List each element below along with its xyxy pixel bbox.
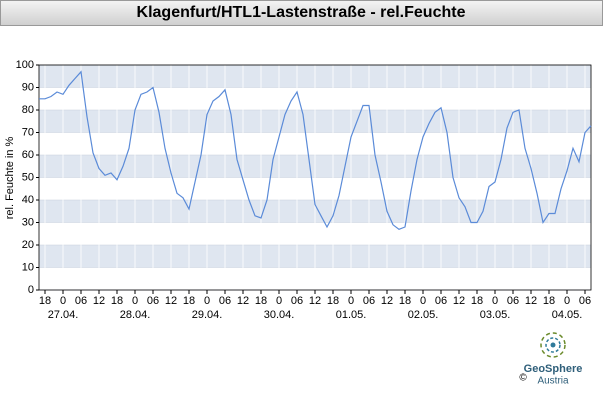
logo-icon <box>540 332 566 358</box>
date-label: 01.05. <box>336 309 367 321</box>
x-tick-label: 06 <box>147 295 159 307</box>
x-tick-label: 18 <box>39 295 51 307</box>
x-tick-label: 0 <box>564 295 570 307</box>
y-tick-label: 70 <box>22 126 34 138</box>
y-tick-label: 50 <box>22 171 34 183</box>
x-tick-label: 0 <box>132 295 138 307</box>
x-tick-label: 0 <box>276 295 282 307</box>
x-tick-label: 06 <box>75 295 87 307</box>
title-bar <box>0 0 603 26</box>
x-tick-label: 18 <box>471 295 483 307</box>
y-tick-label: 60 <box>22 149 34 161</box>
x-tick-label: 12 <box>165 295 177 307</box>
x-tick-label: 12 <box>93 295 105 307</box>
date-label: 29.04. <box>192 309 223 321</box>
x-tick-label: 0 <box>60 295 66 307</box>
x-tick-label: 18 <box>183 295 195 307</box>
x-tick-label: 06 <box>435 295 447 307</box>
y-tick-label: 90 <box>22 81 34 93</box>
x-tick-label: 18 <box>255 295 267 307</box>
y-tick-label: 10 <box>22 261 34 273</box>
x-tick-label: 12 <box>381 295 393 307</box>
x-tick-label: 12 <box>237 295 249 307</box>
y-tick-label: 100 <box>16 59 34 71</box>
x-tick-label: 18 <box>399 295 411 307</box>
date-label: 04.05. <box>552 309 583 321</box>
x-tick-label: 0 <box>420 295 426 307</box>
plot-frame <box>38 64 592 291</box>
x-tick-label: 18 <box>111 295 123 307</box>
x-tick-label: 18 <box>327 295 339 307</box>
date-label: 03.05. <box>480 309 511 321</box>
x-tick-label: 06 <box>507 295 519 307</box>
x-tick-label: 06 <box>291 295 303 307</box>
data-line <box>39 70 592 230</box>
y-tick-label: 30 <box>22 216 34 228</box>
x-tick-label: 0 <box>348 295 354 307</box>
y-tick-label: 40 <box>22 194 34 206</box>
y-axis-label: rel. Feuchte in % <box>4 137 16 220</box>
x-tick-label: 06 <box>579 295 591 307</box>
x-tick-label: 06 <box>363 295 375 307</box>
copyright: © <box>519 373 527 384</box>
x-tick-label: 12 <box>453 295 465 307</box>
x-tick-label: 12 <box>309 295 321 307</box>
logo-name: GeoSphere <box>524 363 583 375</box>
y-tick-label: 80 <box>22 104 34 116</box>
date-label: 02.05. <box>408 309 439 321</box>
x-tick-label: 0 <box>492 295 498 307</box>
y-tick-label: 20 <box>22 239 34 251</box>
x-tick-label: 0 <box>204 295 210 307</box>
chart-title: Klagenfurt/HTL1-Lastenstraße - rel.Feuch… <box>137 4 466 21</box>
date-label: 28.04. <box>120 309 151 321</box>
logo-sub: Austria <box>537 376 569 387</box>
x-tick-label: 18 <box>543 295 555 307</box>
date-label: 30.04. <box>264 309 295 321</box>
x-tick-label: 06 <box>219 295 231 307</box>
y-tick-label: 0 <box>28 284 34 296</box>
x-tick-label: 12 <box>525 295 537 307</box>
date-label: 27.04. <box>48 309 79 321</box>
